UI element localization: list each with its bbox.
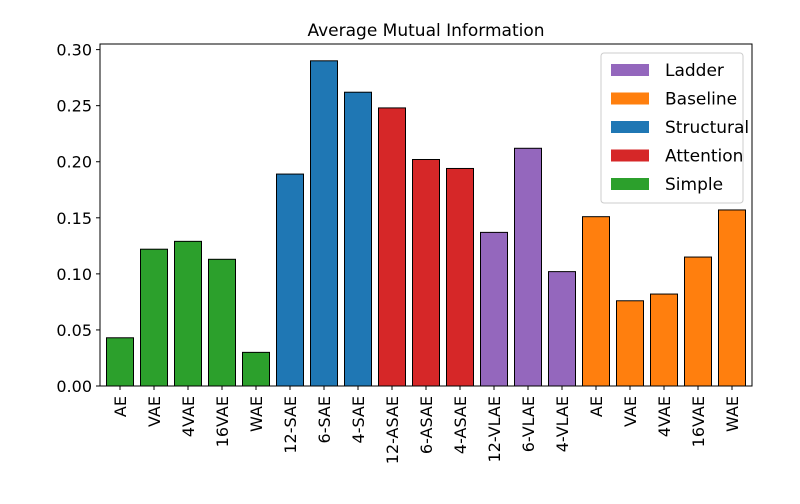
x-tick-label-4: WAE [247,396,266,432]
bar-4 [242,351,270,387]
bar-0 [106,337,134,387]
x-tick-label-7: 4-SAE [349,396,368,443]
y-tick-label-5: 0.25 [56,97,92,116]
bar-17 [684,256,712,387]
x-tick-label-2: 4VAE [179,396,198,437]
x-tick-label-11: 12-VLAE [485,396,504,462]
x-tick-label-5: 12-SAE [281,396,300,454]
y-tick-label-1: 0.05 [56,321,92,340]
y-tick-label-2: 0.10 [56,265,92,284]
x-tick-label-14: AE [587,396,606,417]
bar-12 [514,147,542,387]
x-tick-label-0: AE [111,396,130,417]
legend-swatch-3 [611,149,649,162]
bar-5 [276,173,304,387]
bar-18 [718,209,746,387]
bar-7 [344,91,372,387]
legend-swatch-4 [611,178,649,190]
bar-10 [446,167,474,387]
y-tick-label-0: 0.00 [56,377,92,396]
bar-16 [650,293,678,387]
bar-14 [582,216,610,387]
y-tick-label-6: 0.30 [56,41,92,60]
bar-1 [140,248,168,387]
legend-label-4: Simple [665,175,723,195]
legend-label-3: Attention [665,147,743,167]
y-axis: 0.00 0.05 0.10 0.15 0.20 0.25 0.30 [56,41,100,396]
x-tick-label-9: 6-ASAE [417,396,436,454]
x-tick-label-6: 6-SAE [315,396,334,443]
x-tick-label-16: 4VAE [655,396,674,437]
y-tick-label-3: 0.15 [56,209,92,228]
legend-label-1: Baseline [665,90,737,110]
x-tick-label-13: 4-VLAE [553,396,572,452]
chart-title: Average Mutual Information [307,21,544,41]
bar-13 [548,271,576,387]
bar-3 [208,258,236,387]
x-tick-label-12: 6-VLAE [519,396,538,452]
legend-box [600,52,744,204]
x-tick-label-8: 12-ASAE [383,396,402,464]
bar-11 [480,231,508,387]
legend-swatch-0 [611,64,649,76]
legend: Ladder Baseline Structural Attention Simple [600,52,749,204]
x-tick-label-10: 4-ASAE [451,396,470,454]
bar-9 [412,158,440,387]
legend-label-2: Structural [665,118,749,138]
legend-label-0: Ladder [665,61,724,81]
bar-6 [310,60,338,387]
x-tick-label-3: 16VAE [213,396,232,447]
x-tick-label-18: WAE [723,396,742,432]
x-axis: AE VAE 4VAE 16VAE WAE 12-SAE 6-SAE 4-SAE 12-ASAE… [111,386,742,464]
bar-2 [174,240,202,387]
bar-15 [616,300,644,387]
x-tick-label-17: 16VAE [689,396,708,447]
legend-swatch-1 [611,92,649,105]
bars [106,60,746,387]
x-tick-label-1: VAE [145,396,164,427]
y-tick-label-4: 0.20 [56,153,92,172]
bar-8 [378,107,406,387]
x-tick-label-15: VAE [621,396,640,427]
legend-swatch-2 [611,121,649,133]
